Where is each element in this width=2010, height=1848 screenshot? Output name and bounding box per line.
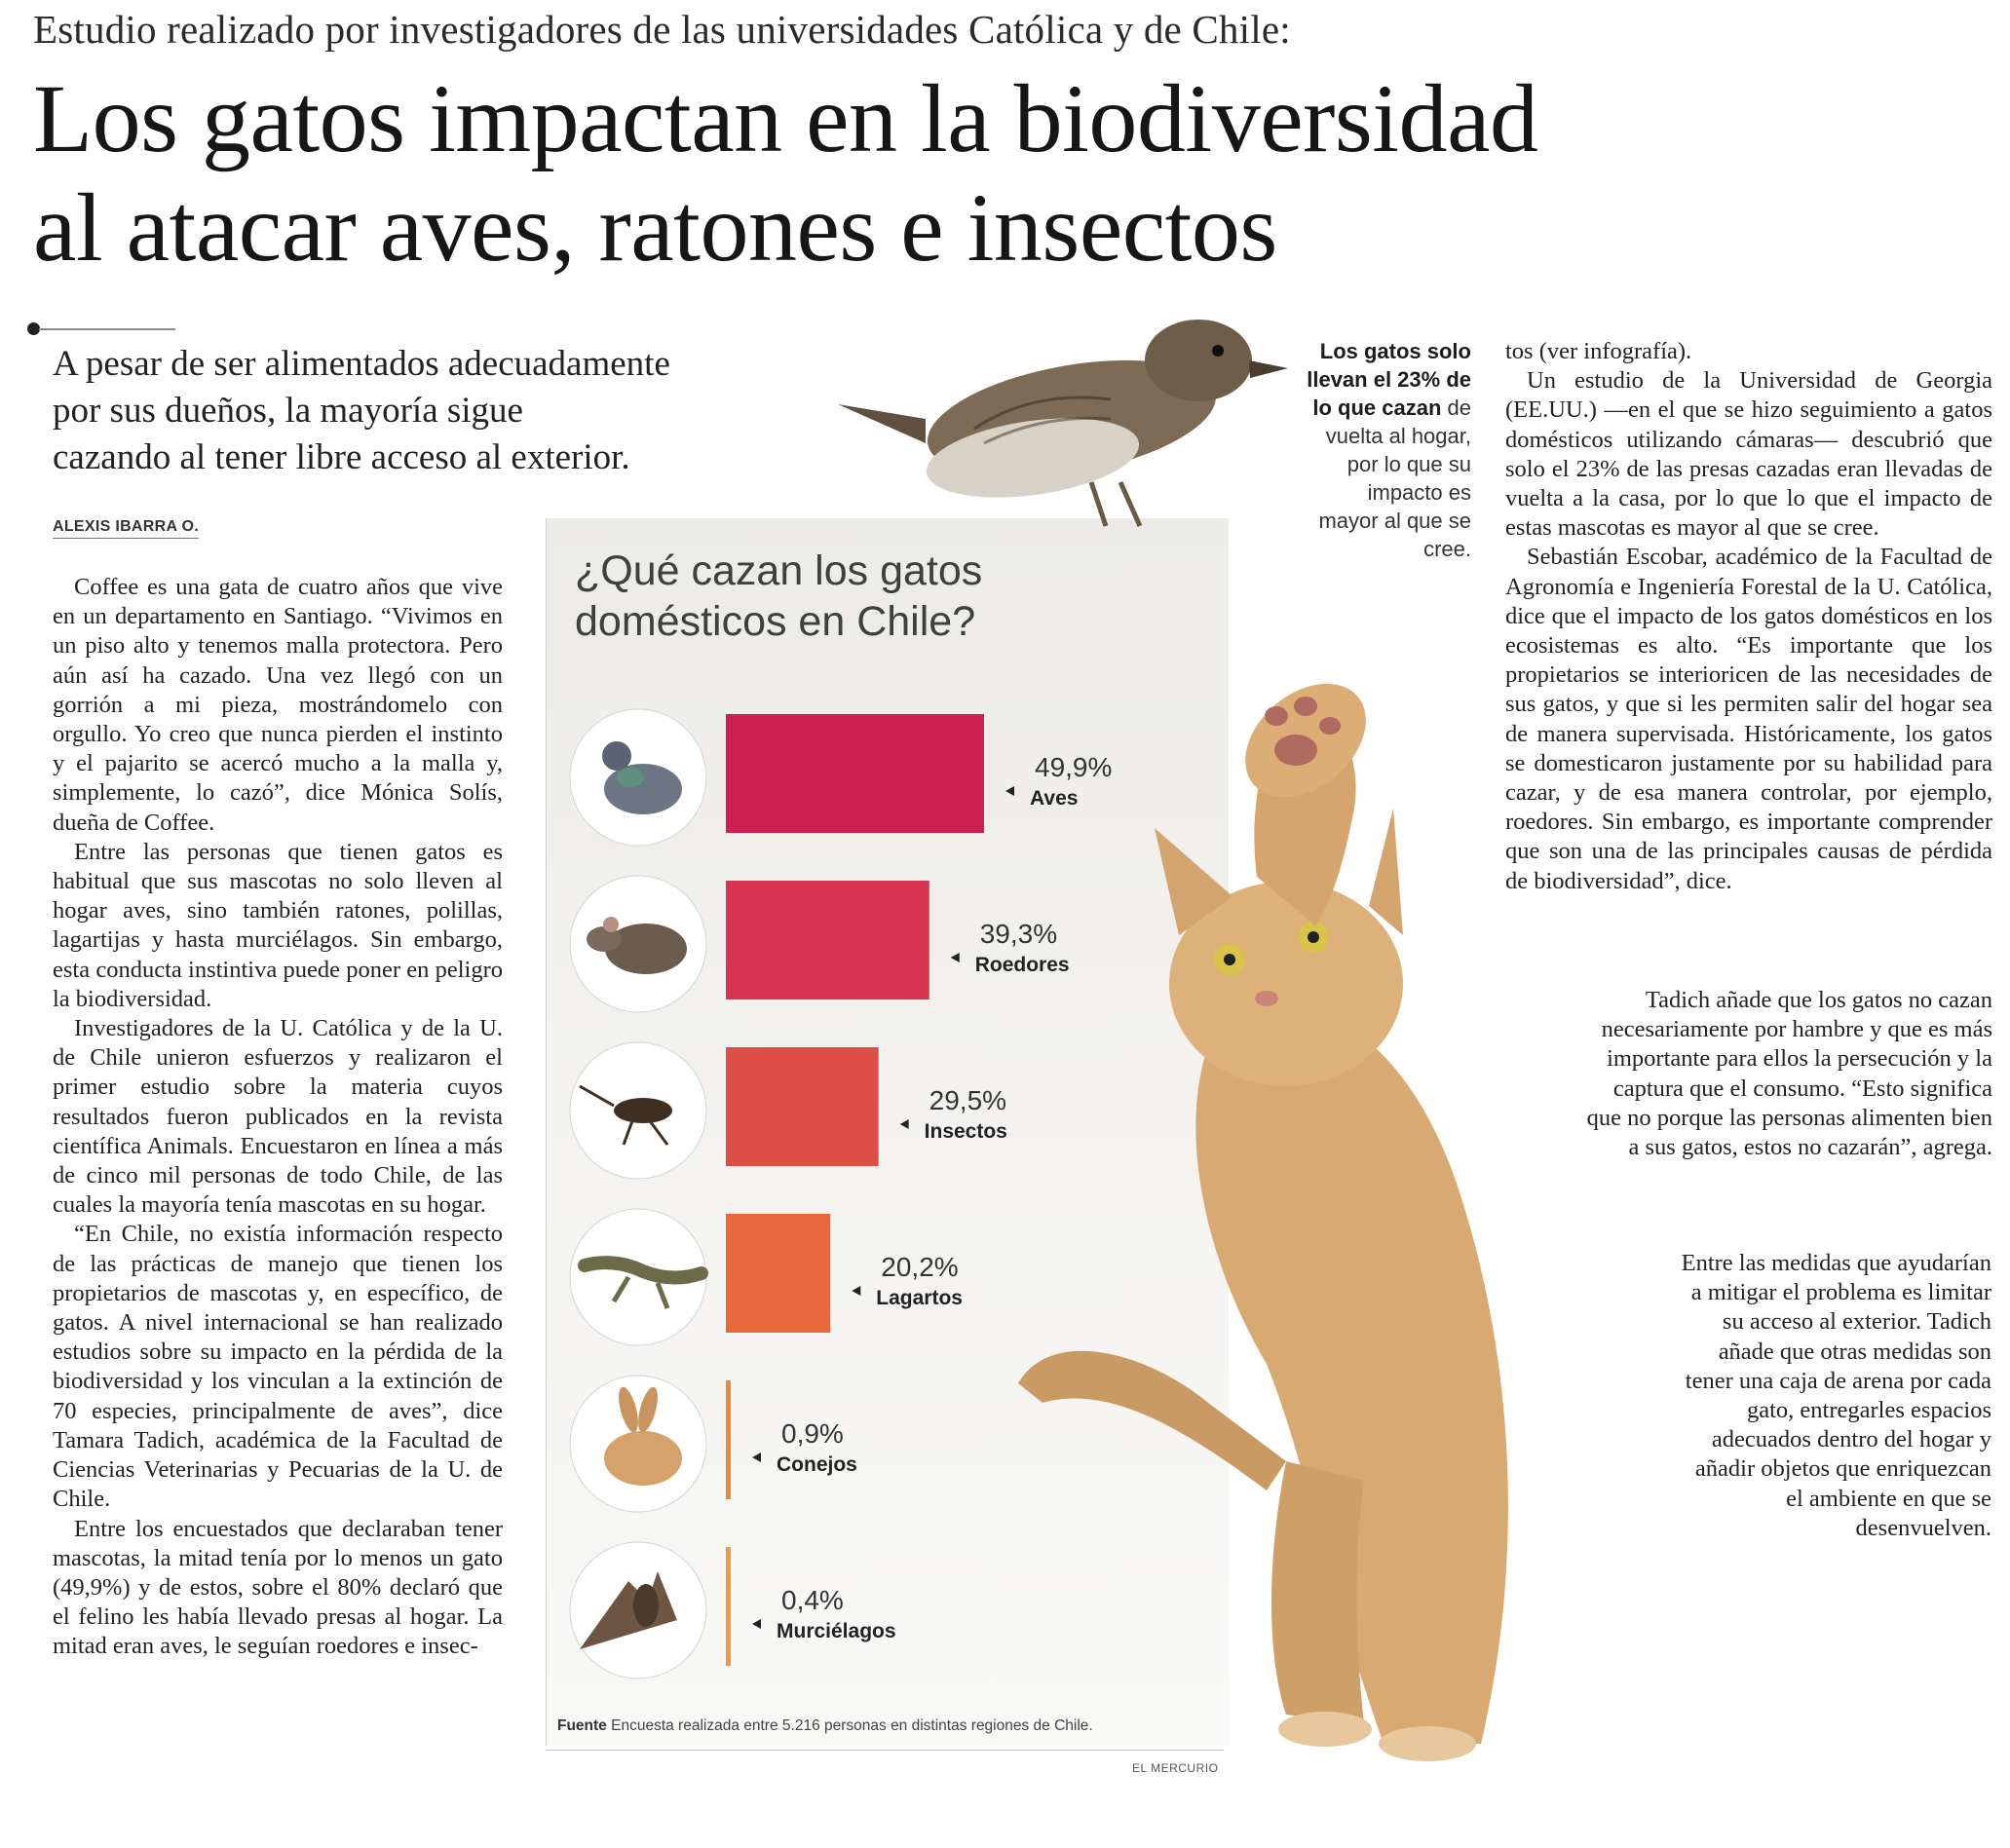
bar-category-label: Roedores <box>975 954 1070 976</box>
bar-value-label: 39,3% <box>980 919 1057 949</box>
pull-quote: Los gatos solo llevan el 23% de lo que c… <box>1304 337 1471 563</box>
chart-title: ¿Qué cazan los gatos domésticos en Chile… <box>575 546 1120 647</box>
pointer-icon <box>752 1619 761 1629</box>
paragraph: Investigadores de la U. Católica y de la… <box>53 1015 503 1219</box>
bar-value-label: 49,9% <box>1035 752 1112 782</box>
chart-source: Fuente Encuesta realizada entre 5.216 pe… <box>557 1717 1093 1735</box>
paragraph: Entre las personas que tienen gatos es h… <box>53 838 503 1012</box>
bar-value-label: 29,5% <box>929 1085 1006 1115</box>
rabbit-icon <box>604 1386 682 1486</box>
article-column-3-tail: Entre las medidas que ayudarían a mitiga… <box>1676 1249 1991 1543</box>
paragraph: Entre los encuestados que declaraban ten… <box>53 1515 503 1660</box>
bar-category-label: Aves <box>1030 787 1078 810</box>
paragraph: Tadich añade que los gatos no cazan nece… <box>1586 987 1992 1161</box>
deck-line-2: por sus dueños, la mayoría sigue <box>53 391 523 431</box>
pointer-icon <box>1005 786 1014 796</box>
chart-bar <box>726 1547 731 1666</box>
pigeon-icon <box>602 741 682 814</box>
pointer-icon <box>852 1286 861 1296</box>
article-column-1: Coffee es una gata de cuatro años que vi… <box>53 573 503 1662</box>
bat-icon <box>580 1571 677 1649</box>
bar-category-label: Conejos <box>777 1453 857 1476</box>
lizard-icon <box>578 1256 708 1309</box>
byline: ALEXIS IBARRA O. <box>53 518 199 539</box>
chart-title-line-2: domésticos en Chile? <box>575 598 976 645</box>
rat-icon <box>587 917 687 974</box>
pull-quote-highlight: Los gatos solo llevan el 23% de lo que c… <box>1307 339 1471 420</box>
bar-category-label: Lagartos <box>876 1287 963 1309</box>
cat-photo <box>1018 683 1508 1761</box>
chart-title-line-1: ¿Qué cazan los gatos <box>575 547 983 594</box>
kicker: Estudio realizado por investigadores de … <box>33 7 1291 52</box>
pointer-icon <box>899 1119 909 1129</box>
source-text: Encuesta realizada entre 5.216 personas … <box>611 1717 1093 1734</box>
bar-value-label: 0,4% <box>781 1585 844 1615</box>
chart-bar <box>726 1380 731 1499</box>
deck-line-3: cazando al tener libre acceso al exterio… <box>53 437 630 477</box>
deck-line-1: A pesar de ser alimentados adecuadamente <box>53 344 670 384</box>
pointer-icon <box>752 1452 761 1462</box>
paragraph: Coffee es una gata de cuatro años que vi… <box>53 574 503 836</box>
bar-category-label: Murciélagos <box>777 1620 896 1642</box>
article-column-3: tos (ver infografía). Un estudio de la U… <box>1505 337 1992 896</box>
paragraph: Entre las medidas que ayudarían a mitiga… <box>1681 1250 1991 1541</box>
rule-dot <box>27 322 40 335</box>
credit: EL MERCURIO <box>1132 1761 1219 1775</box>
source-label: Fuente <box>557 1717 607 1734</box>
pointer-icon <box>950 953 960 962</box>
pull-quote-text: de vuelta al hogar, por lo que su impact… <box>1318 396 1471 561</box>
deck: A pesar de ser alimentados adecuadamente… <box>53 341 881 481</box>
chart-bar <box>726 714 984 833</box>
chart-bar <box>726 881 929 999</box>
bird-photo <box>838 320 1288 528</box>
chart-bar <box>726 1047 879 1166</box>
panel-bottom-rule <box>546 1750 1224 1751</box>
paragraph: “En Chile, no existía información respec… <box>53 1221 503 1513</box>
bar-category-label: Insectos <box>925 1120 1007 1143</box>
chart-bar <box>726 1214 831 1333</box>
paragraph: Sebastián Escobar, académico de la Facul… <box>1505 544 1992 894</box>
bar-value-label: 0,9% <box>781 1418 844 1449</box>
cricket-icon <box>579 1084 672 1146</box>
headline-line-2: al atacar aves, ratones e insectos <box>33 173 1277 282</box>
bar-chart: 49,9% Aves 39,3% Roedores 29,5% Insectos 20,2%… <box>569 708 1112 1679</box>
rule-line <box>39 328 175 330</box>
bar-value-label: 20,2% <box>881 1252 958 1282</box>
article-column-3-mid: Tadich añade que los gatos no cazan nece… <box>1583 986 1992 1162</box>
headline: Los gatos impactan en la biodiversidad a… <box>33 64 1884 283</box>
paragraph: Un estudio de la Universidad de Georgia … <box>1505 367 1992 542</box>
paragraph: tos (ver infografía). <box>1505 338 1692 364</box>
headline-line-1: Los gatos impactan en la biodiversidad <box>33 64 1538 172</box>
